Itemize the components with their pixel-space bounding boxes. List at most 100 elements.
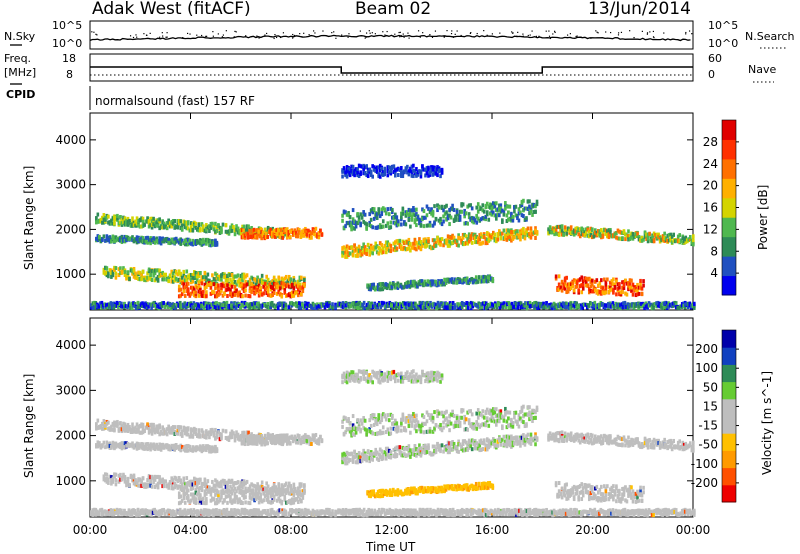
velocity-echo	[423, 488, 427, 493]
velocity-echo	[245, 437, 248, 442]
power-echo	[469, 237, 472, 242]
power-echo	[416, 242, 420, 247]
power-echo	[359, 249, 362, 254]
velocity-echo	[251, 441, 254, 446]
power-echo	[285, 227, 289, 232]
power-echo	[372, 216, 376, 221]
power-echo	[464, 277, 467, 282]
velocity-echo	[292, 500, 296, 505]
velocity-echo	[505, 444, 509, 449]
power-echo	[152, 273, 155, 278]
power-echo	[182, 289, 186, 294]
power-colorbar-segment	[722, 158, 736, 179]
power-echo	[126, 273, 130, 278]
power-echo	[236, 273, 240, 278]
power-echo	[123, 220, 127, 225]
power-echo	[353, 244, 356, 249]
velocity-echo	[305, 438, 309, 443]
power-echo	[354, 247, 358, 252]
power-echo	[260, 236, 263, 241]
power-echo	[423, 279, 427, 284]
power-echo	[529, 230, 533, 235]
velocity-echo	[398, 445, 402, 450]
velocity-echo	[111, 476, 115, 481]
power-echo	[307, 228, 310, 233]
power-echo	[424, 215, 427, 220]
velocity-echo	[341, 457, 344, 462]
power-echo	[498, 203, 501, 208]
power-echo	[284, 227, 288, 232]
power-echo	[289, 277, 293, 282]
velocity-echo	[507, 434, 510, 439]
velocity-echo	[301, 439, 304, 444]
velocity-echo	[239, 483, 243, 488]
power-echo	[415, 223, 418, 228]
power-echo	[223, 275, 226, 280]
power-echo	[522, 208, 525, 213]
power-echo	[445, 216, 448, 221]
power-echo	[101, 220, 104, 225]
velocity-echo	[125, 428, 128, 433]
velocity-echo	[368, 418, 371, 423]
power-echo	[409, 248, 412, 253]
velocity-echo	[357, 455, 361, 460]
velocity-echo	[410, 414, 414, 419]
power-echo	[161, 270, 164, 275]
velocity-echo	[412, 452, 415, 457]
power-echo	[132, 271, 136, 276]
velocity-echo	[211, 479, 214, 484]
velocity-echo	[434, 486, 437, 491]
power-echo	[277, 284, 281, 289]
velocity-echo	[278, 438, 282, 443]
power-echo	[413, 280, 416, 285]
velocity-echo	[356, 456, 359, 461]
power-echo	[203, 271, 207, 276]
velocity-echo	[235, 489, 238, 494]
power-echo	[467, 203, 471, 208]
velocity-echo	[439, 446, 442, 451]
velocity-echo	[199, 444, 202, 449]
velocity-echo	[529, 415, 533, 420]
velocity-echo	[413, 419, 417, 424]
power-echo	[456, 277, 460, 282]
power-echo	[448, 235, 451, 240]
power-echo	[152, 236, 155, 241]
power-echo	[458, 236, 462, 241]
power-echo	[211, 280, 214, 285]
velocity-echo	[502, 434, 506, 439]
velocity-echo	[450, 484, 454, 489]
velocity-echo	[153, 427, 157, 432]
power-echo	[320, 232, 324, 237]
velocity-echo	[299, 438, 303, 443]
power-echo	[528, 211, 531, 216]
velocity-echo	[342, 415, 346, 420]
velocity-echo	[179, 444, 183, 449]
velocity-echo	[319, 434, 322, 439]
velocity-echo	[301, 495, 305, 500]
power-echo	[183, 242, 187, 247]
power-colorbar-tick-label: 16	[703, 201, 718, 215]
velocity-echo	[170, 446, 173, 451]
velocity-echo	[173, 443, 177, 448]
velocity-echo	[421, 450, 424, 455]
power-echo	[467, 232, 471, 237]
power-echo	[200, 242, 204, 247]
velocity-echo	[384, 456, 388, 461]
power-echo	[451, 207, 454, 212]
power-echo	[113, 214, 116, 219]
power-echo	[442, 243, 445, 248]
power-echo	[374, 245, 378, 250]
power-echo	[132, 268, 136, 273]
velocity-echo	[205, 433, 208, 438]
velocity-echo	[197, 480, 201, 485]
power-echo	[437, 279, 440, 284]
velocity-echo	[390, 491, 394, 496]
velocity-echo	[102, 474, 106, 479]
velocity-echo	[460, 445, 463, 450]
power-echo	[452, 238, 456, 243]
velocity-echo	[342, 431, 346, 436]
x-tick-label: 16:00	[475, 523, 510, 537]
velocity-echo	[194, 487, 198, 492]
velocity-echo	[374, 431, 378, 436]
